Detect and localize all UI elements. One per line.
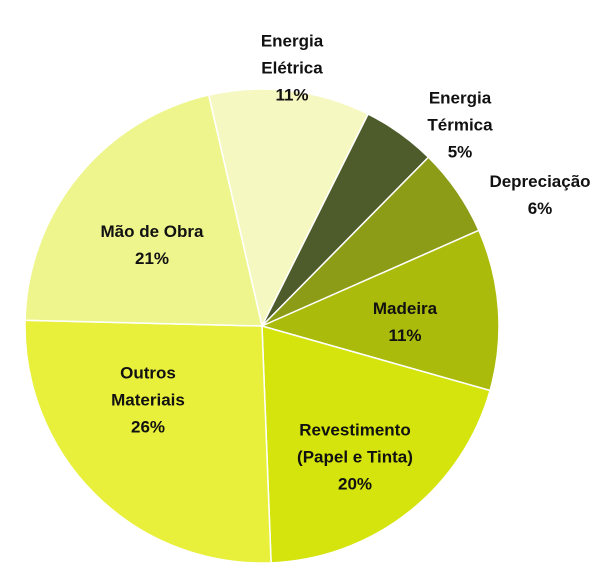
slice-label: Mão de Obra 21%	[67, 218, 237, 272]
value-label: 21%	[134, 249, 170, 268]
category-label: Revestimento (Papel e Tinta)	[297, 420, 413, 467]
pie-slice	[24, 319, 272, 564]
category-label: Mão de Obra	[100, 222, 204, 241]
category-label: Depreciação	[489, 172, 591, 191]
pie-slice	[259, 229, 500, 392]
slice-label: Outros Materiais 26%	[93, 360, 203, 441]
pie-slice	[261, 324, 491, 564]
value-label: 6%	[527, 199, 553, 218]
category-label: Outros Materiais	[111, 363, 185, 410]
category-label: Energia Térmica	[427, 88, 493, 135]
value-label: 11%	[388, 326, 422, 345]
value-label: 26%	[130, 417, 166, 437]
category-label: Madeira	[372, 299, 438, 318]
slice-label: Revestimento (Papel e Tinta) 20%	[285, 417, 425, 498]
slice-label: Depreciação 6%	[465, 168, 607, 222]
value-label: 5%	[447, 142, 473, 162]
value-label: 11%	[275, 85, 309, 105]
slice-label: Energia Elétrica 11%	[247, 28, 337, 109]
pie-slice	[24, 94, 263, 327]
value-label: 20%	[337, 474, 373, 494]
slice-label: Madeira 11%	[350, 295, 460, 349]
slice-label: Energia Térmica 5%	[415, 85, 505, 166]
category-label: Energia Elétrica	[260, 31, 324, 78]
